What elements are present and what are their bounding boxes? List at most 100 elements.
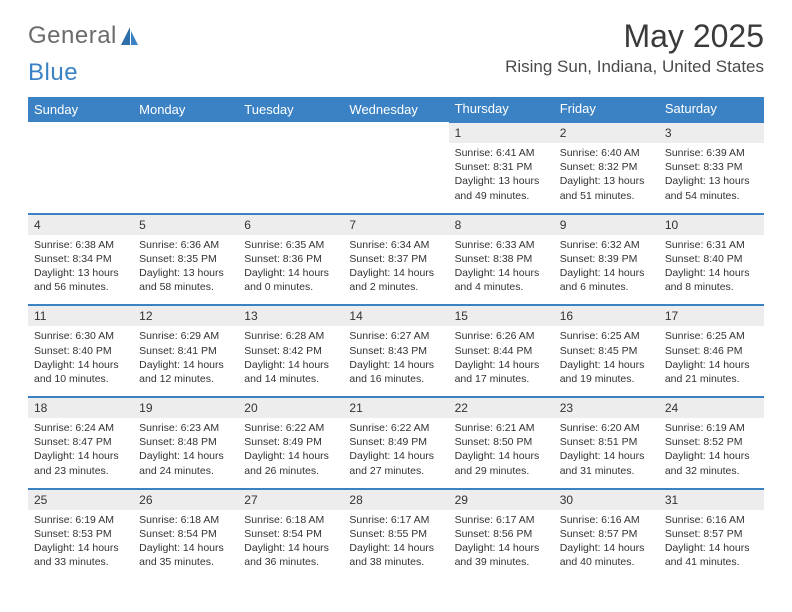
day-number-cell: 9 bbox=[554, 214, 659, 235]
day-number-cell: 29 bbox=[449, 489, 554, 510]
day-number-cell: 14 bbox=[343, 305, 448, 326]
sunset-text: Sunset: 8:38 PM bbox=[455, 252, 548, 266]
day-number-cell bbox=[133, 122, 238, 143]
daylight-text: and 49 minutes. bbox=[455, 189, 548, 203]
location-subtitle: Rising Sun, Indiana, United States bbox=[505, 57, 764, 77]
daylight-text: Daylight: 13 hours bbox=[139, 266, 232, 280]
sunrise-text: Sunrise: 6:36 AM bbox=[139, 238, 232, 252]
logo-text-general: General bbox=[28, 22, 117, 50]
daylight-text: and 56 minutes. bbox=[34, 280, 127, 294]
daylight-text: and 40 minutes. bbox=[560, 555, 653, 569]
daylight-text: and 6 minutes. bbox=[560, 280, 653, 294]
sunset-text: Sunset: 8:53 PM bbox=[34, 527, 127, 541]
daylight-text: and 16 minutes. bbox=[349, 372, 442, 386]
sunrise-text: Sunrise: 6:29 AM bbox=[139, 329, 232, 343]
day-number-cell: 16 bbox=[554, 305, 659, 326]
day-info-cell: Sunrise: 6:17 AMSunset: 8:55 PMDaylight:… bbox=[343, 510, 448, 580]
day-info-cell: Sunrise: 6:38 AMSunset: 8:34 PMDaylight:… bbox=[28, 235, 133, 306]
daylight-text: Daylight: 14 hours bbox=[560, 266, 653, 280]
daylight-text: and 0 minutes. bbox=[244, 280, 337, 294]
daylight-text: Daylight: 14 hours bbox=[244, 358, 337, 372]
logo: General bbox=[28, 18, 141, 50]
sunset-text: Sunset: 8:41 PM bbox=[139, 344, 232, 358]
sunrise-text: Sunrise: 6:19 AM bbox=[665, 421, 758, 435]
day-number-cell: 1 bbox=[449, 122, 554, 143]
day-info-cell: Sunrise: 6:22 AMSunset: 8:49 PMDaylight:… bbox=[238, 418, 343, 489]
day-info-cell: Sunrise: 6:19 AMSunset: 8:53 PMDaylight:… bbox=[28, 510, 133, 580]
sunrise-text: Sunrise: 6:17 AM bbox=[349, 513, 442, 527]
day-number-cell bbox=[28, 122, 133, 143]
sunset-text: Sunset: 8:48 PM bbox=[139, 435, 232, 449]
sunrise-text: Sunrise: 6:23 AM bbox=[139, 421, 232, 435]
day-info-cell: Sunrise: 6:18 AMSunset: 8:54 PMDaylight:… bbox=[238, 510, 343, 580]
day-info-cell: Sunrise: 6:28 AMSunset: 8:42 PMDaylight:… bbox=[238, 326, 343, 397]
sunrise-text: Sunrise: 6:38 AM bbox=[34, 238, 127, 252]
day-number-cell: 21 bbox=[343, 397, 448, 418]
sunset-text: Sunset: 8:37 PM bbox=[349, 252, 442, 266]
day-info-cell: Sunrise: 6:19 AMSunset: 8:52 PMDaylight:… bbox=[659, 418, 764, 489]
sunrise-text: Sunrise: 6:22 AM bbox=[244, 421, 337, 435]
sunset-text: Sunset: 8:45 PM bbox=[560, 344, 653, 358]
day-number-row: 18192021222324 bbox=[28, 397, 764, 418]
logo-sail-icon bbox=[119, 25, 139, 47]
day-number-cell: 3 bbox=[659, 122, 764, 143]
daylight-text: and 35 minutes. bbox=[139, 555, 232, 569]
day-number-cell: 5 bbox=[133, 214, 238, 235]
sunset-text: Sunset: 8:50 PM bbox=[455, 435, 548, 449]
daylight-text: and 29 minutes. bbox=[455, 464, 548, 478]
day-info-cell: Sunrise: 6:26 AMSunset: 8:44 PMDaylight:… bbox=[449, 326, 554, 397]
sunset-text: Sunset: 8:49 PM bbox=[349, 435, 442, 449]
daylight-text: and 23 minutes. bbox=[34, 464, 127, 478]
daylight-text: and 4 minutes. bbox=[455, 280, 548, 294]
daylight-text: Daylight: 14 hours bbox=[455, 358, 548, 372]
day-info-row: Sunrise: 6:30 AMSunset: 8:40 PMDaylight:… bbox=[28, 326, 764, 397]
day-number-cell: 8 bbox=[449, 214, 554, 235]
sunset-text: Sunset: 8:54 PM bbox=[244, 527, 337, 541]
day-info-row: Sunrise: 6:38 AMSunset: 8:34 PMDaylight:… bbox=[28, 235, 764, 306]
day-info-cell: Sunrise: 6:39 AMSunset: 8:33 PMDaylight:… bbox=[659, 143, 764, 214]
daylight-text: Daylight: 14 hours bbox=[34, 541, 127, 555]
day-number-cell: 27 bbox=[238, 489, 343, 510]
day-info-cell bbox=[238, 143, 343, 214]
day-info-cell: Sunrise: 6:33 AMSunset: 8:38 PMDaylight:… bbox=[449, 235, 554, 306]
month-title: May 2025 bbox=[505, 18, 764, 55]
daylight-text: and 26 minutes. bbox=[244, 464, 337, 478]
daylight-text: and 36 minutes. bbox=[244, 555, 337, 569]
sunset-text: Sunset: 8:56 PM bbox=[455, 527, 548, 541]
sunrise-text: Sunrise: 6:25 AM bbox=[560, 329, 653, 343]
day-number-row: 25262728293031 bbox=[28, 489, 764, 510]
day-info-cell: Sunrise: 6:34 AMSunset: 8:37 PMDaylight:… bbox=[343, 235, 448, 306]
daylight-text: Daylight: 14 hours bbox=[665, 358, 758, 372]
daylight-text: and 32 minutes. bbox=[665, 464, 758, 478]
day-info-cell: Sunrise: 6:17 AMSunset: 8:56 PMDaylight:… bbox=[449, 510, 554, 580]
daylight-text: and 54 minutes. bbox=[665, 189, 758, 203]
day-info-cell: Sunrise: 6:40 AMSunset: 8:32 PMDaylight:… bbox=[554, 143, 659, 214]
day-info-cell: Sunrise: 6:20 AMSunset: 8:51 PMDaylight:… bbox=[554, 418, 659, 489]
day-info-cell: Sunrise: 6:32 AMSunset: 8:39 PMDaylight:… bbox=[554, 235, 659, 306]
daylight-text: Daylight: 14 hours bbox=[560, 358, 653, 372]
sunset-text: Sunset: 8:49 PM bbox=[244, 435, 337, 449]
day-number-cell: 6 bbox=[238, 214, 343, 235]
sunrise-text: Sunrise: 6:35 AM bbox=[244, 238, 337, 252]
weekday-header: Wednesday bbox=[343, 97, 448, 122]
sunset-text: Sunset: 8:32 PM bbox=[560, 160, 653, 174]
sunrise-text: Sunrise: 6:27 AM bbox=[349, 329, 442, 343]
sunrise-text: Sunrise: 6:30 AM bbox=[34, 329, 127, 343]
day-number-cell: 12 bbox=[133, 305, 238, 326]
daylight-text: Daylight: 13 hours bbox=[560, 174, 653, 188]
sunrise-text: Sunrise: 6:31 AM bbox=[665, 238, 758, 252]
day-number-cell: 19 bbox=[133, 397, 238, 418]
day-number-cell: 28 bbox=[343, 489, 448, 510]
day-info-cell: Sunrise: 6:31 AMSunset: 8:40 PMDaylight:… bbox=[659, 235, 764, 306]
weekday-header: Friday bbox=[554, 97, 659, 122]
day-info-row: Sunrise: 6:24 AMSunset: 8:47 PMDaylight:… bbox=[28, 418, 764, 489]
sunrise-text: Sunrise: 6:32 AM bbox=[560, 238, 653, 252]
sunset-text: Sunset: 8:47 PM bbox=[34, 435, 127, 449]
sunrise-text: Sunrise: 6:33 AM bbox=[455, 238, 548, 252]
daylight-text: Daylight: 14 hours bbox=[349, 358, 442, 372]
sunset-text: Sunset: 8:40 PM bbox=[665, 252, 758, 266]
day-number-cell: 11 bbox=[28, 305, 133, 326]
daylight-text: and 19 minutes. bbox=[560, 372, 653, 386]
calendar-table: Sunday Monday Tuesday Wednesday Thursday… bbox=[28, 97, 764, 579]
weekday-header: Saturday bbox=[659, 97, 764, 122]
